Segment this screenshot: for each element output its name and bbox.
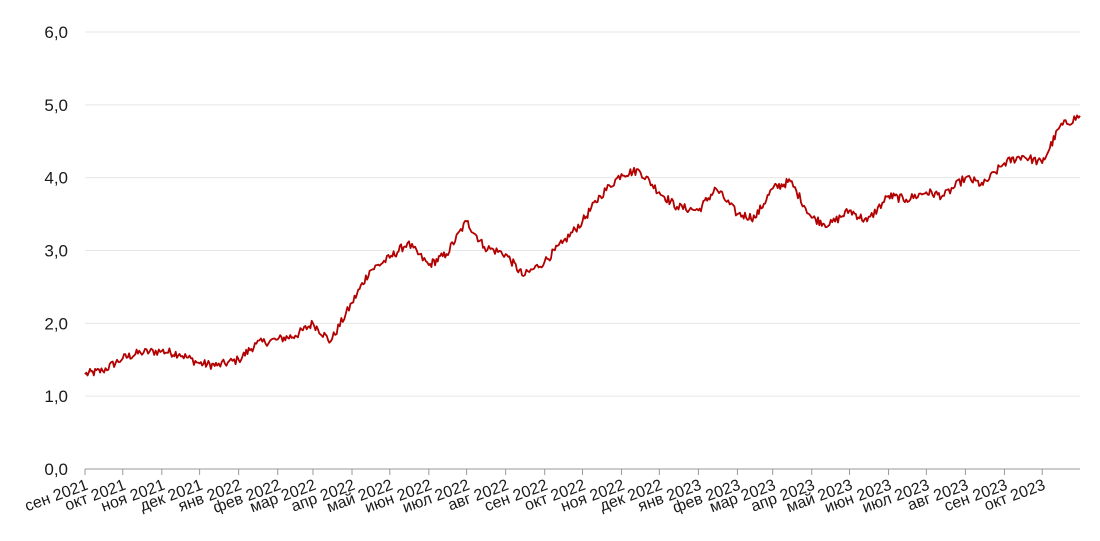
gridlines [85,31,1080,397]
y-tick-label: 2,0 [44,314,68,333]
series-line [84,114,1081,377]
y-tick-label: 3,0 [44,242,68,261]
y-axis-labels: 0,0 1,0 2,0 3,0 4,0 5,0 6,0 [44,23,68,479]
y-tick-label: 1,0 [44,387,68,406]
y-tick-label: 4,0 [44,169,68,188]
series-layer [84,114,1081,377]
y-tick-label: 6,0 [44,23,68,42]
y-tick-label: 0,0 [44,460,68,479]
y-tick-label: 5,0 [44,96,68,115]
